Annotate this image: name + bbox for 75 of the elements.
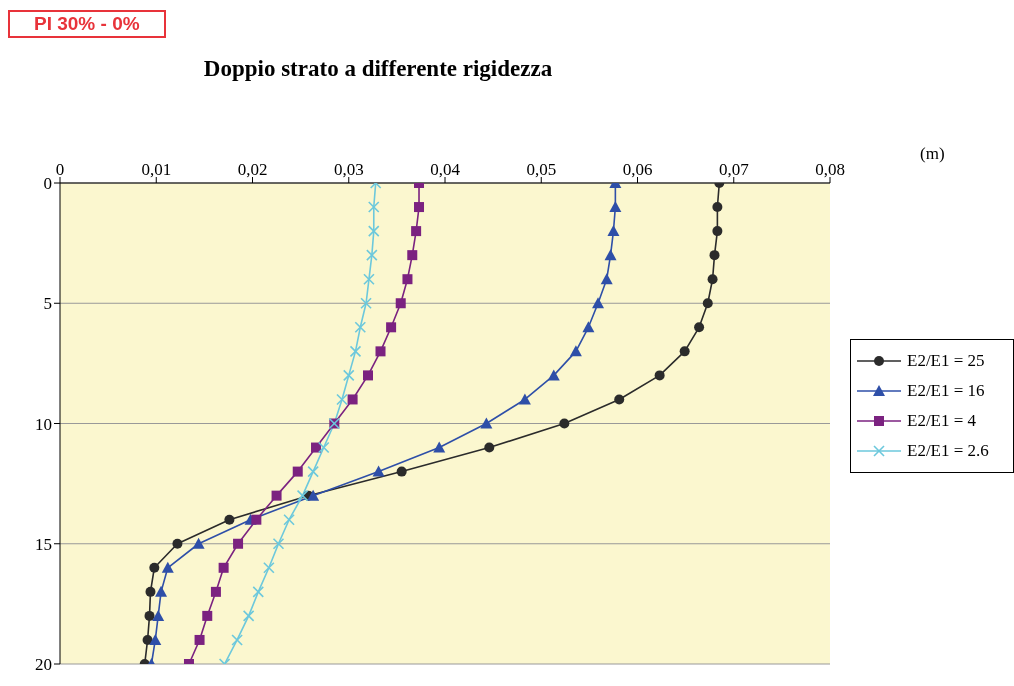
point [569,345,582,357]
y-tick-label: 10 [35,414,52,434]
point [251,514,262,525]
point [407,250,418,261]
point [396,466,407,477]
y-tick-label: 0 [43,174,52,194]
point [142,634,153,645]
chart-title: Doppio strato a differente rigidezza [202,56,554,82]
point [582,321,595,333]
point [547,369,560,381]
legend-label: E2/E1 = 2.6 [907,440,989,461]
point [694,322,705,333]
legend-label: E2/E1 = 4 [907,410,977,431]
point [402,274,413,285]
point [149,562,160,573]
point [363,370,373,381]
point [194,634,205,645]
point [607,225,620,237]
x-tick-label: 0,05 [526,160,557,179]
point [155,585,168,597]
point [311,442,322,453]
point [202,610,213,621]
point [707,274,718,285]
y-tick-label: 15 [35,534,52,554]
x-tick-label: 0,07 [718,160,750,179]
point [600,273,613,285]
point [386,322,397,333]
point [433,441,446,453]
point [395,298,406,309]
point [210,586,221,597]
point [414,202,425,213]
point [307,489,320,501]
point [702,298,713,309]
x-tick-label: 0,04 [430,160,461,179]
y-tick-label: 5 [43,294,52,314]
point [192,537,205,549]
point [152,609,165,621]
point [592,297,605,309]
point [218,562,229,573]
point [654,370,665,381]
point [604,249,617,261]
legend-label: E2/E1 = 25 [907,350,985,371]
point [679,346,690,357]
point [145,586,156,597]
point [712,226,723,237]
x-tick-label: 0,01 [141,160,172,179]
x-tick-label: 0,02 [237,160,268,179]
point [518,393,531,405]
point [233,538,244,549]
text: PI 30% - 0% [8,10,166,38]
point [271,490,282,501]
point [161,561,174,573]
point [411,226,422,237]
point [292,466,303,477]
point [372,465,385,477]
x-tick-label: 0,08 [815,160,845,179]
point [347,394,358,405]
point [172,538,183,549]
point [480,417,493,429]
y-tick-label: 20 [35,655,52,675]
point [709,250,720,261]
point [614,394,625,405]
legend-label: E2/E1 = 16 [907,380,985,401]
point [224,514,235,525]
point [712,202,723,213]
point [144,610,155,621]
point [149,633,162,645]
point [609,201,622,213]
point [375,346,386,357]
x-tick-label: 0 [55,160,65,179]
x-axis-title: (m) [920,144,945,164]
x-tick-label: 0,06 [622,160,653,179]
point [559,418,570,429]
point [484,442,495,453]
x-tick-label: 0,03 [333,160,364,179]
